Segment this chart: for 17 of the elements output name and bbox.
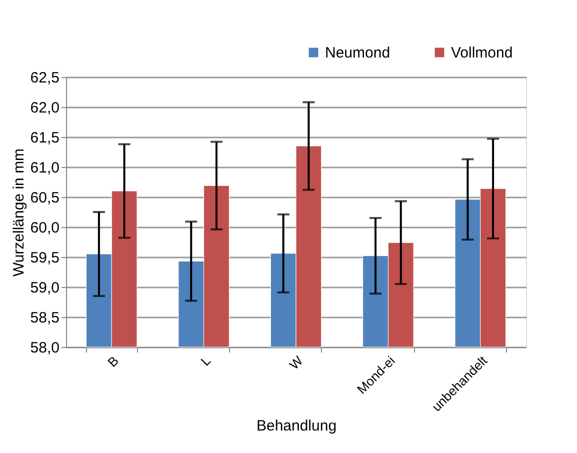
y-tick-label: 59,5 xyxy=(30,250,60,266)
y-tick-label: 62,0 xyxy=(30,100,60,116)
y-tick-label: 59,0 xyxy=(30,280,60,296)
y-axis-title: Wurzellänge in mm xyxy=(10,148,28,277)
x-axis-title: Behandlung xyxy=(256,417,337,434)
legend-label: Neumond xyxy=(325,44,390,62)
x-tick-label: B xyxy=(104,353,122,370)
y-tick-label: 60,0 xyxy=(30,220,60,236)
y-tick-label: 61,0 xyxy=(30,160,60,176)
x-tick-label: L xyxy=(198,353,214,369)
y-tick-label: 58,0 xyxy=(30,340,60,356)
legend-label: Vollmond xyxy=(451,44,513,62)
y-tick-label: 60,5 xyxy=(30,190,60,206)
y-tick-label: 58,5 xyxy=(30,310,60,326)
y-tick-label: 62,5 xyxy=(30,70,60,86)
x-tick-label: W xyxy=(286,352,306,372)
y-tick-label: 61,5 xyxy=(30,130,60,146)
